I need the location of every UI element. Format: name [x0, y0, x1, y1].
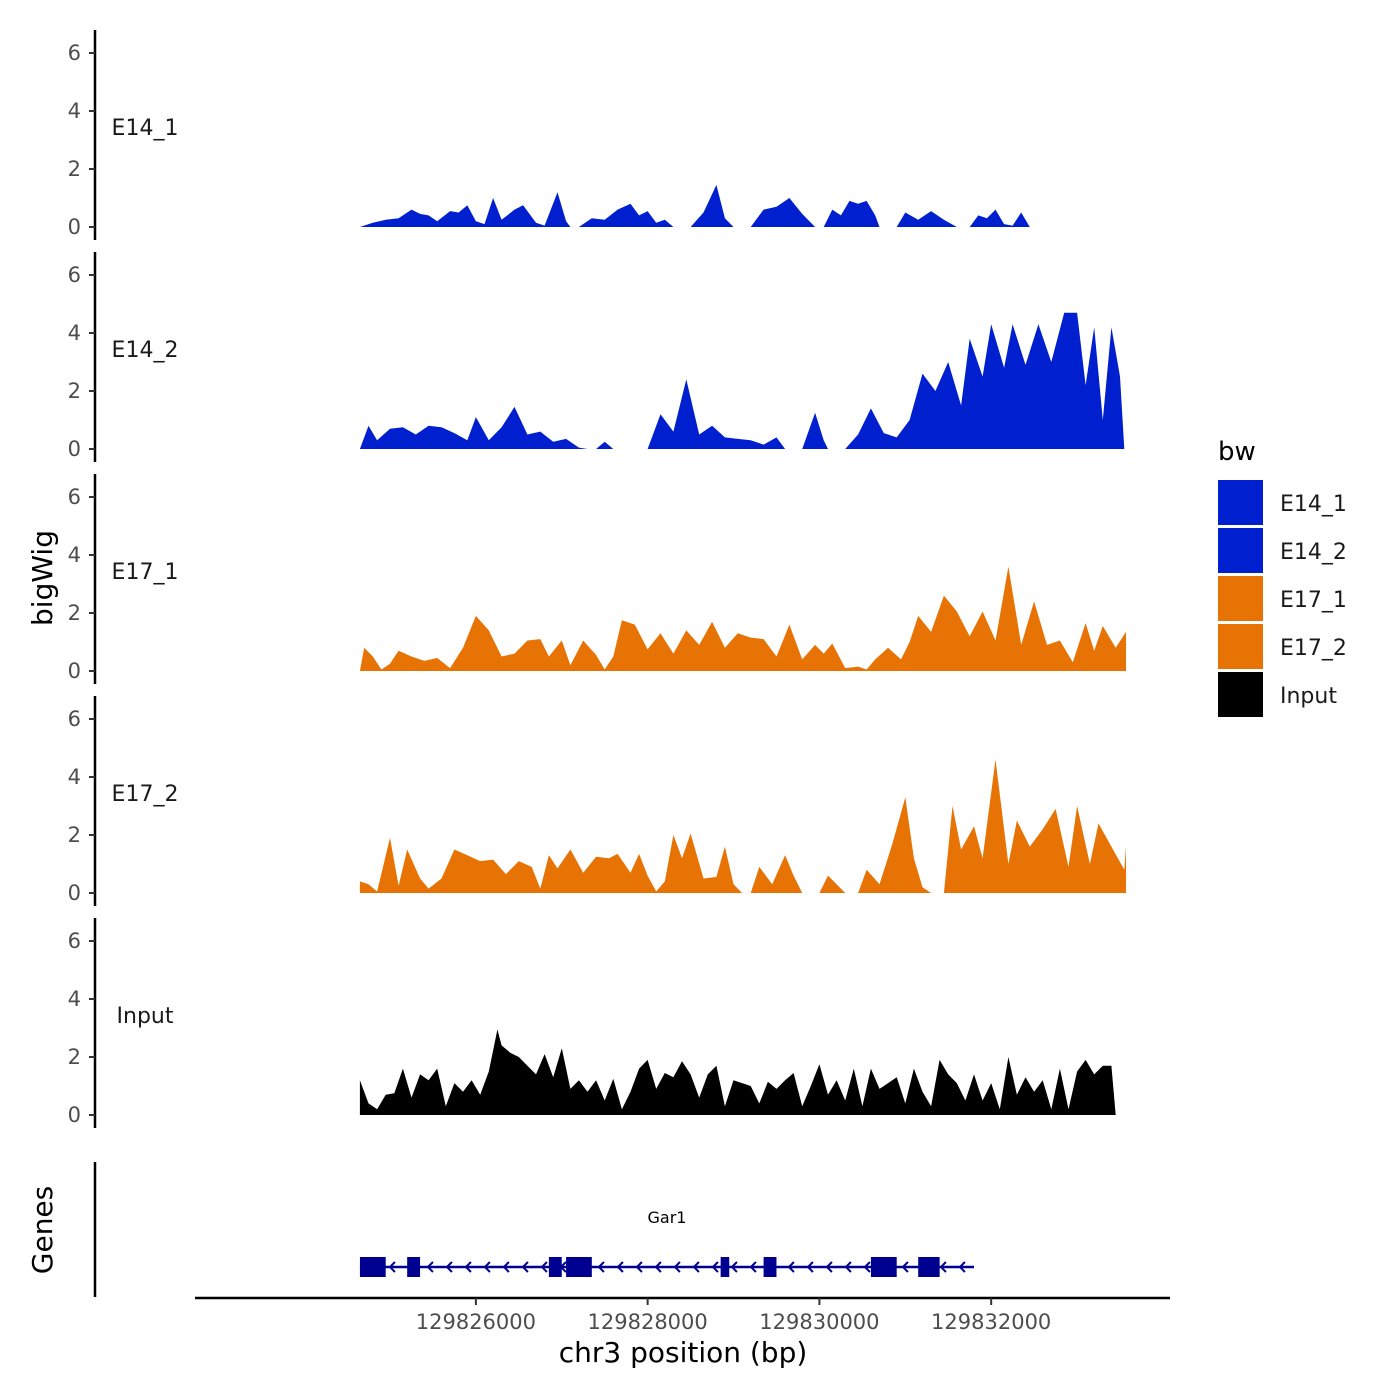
gene-exon	[359, 1257, 386, 1277]
strand-arrow	[388, 1261, 396, 1273]
legend-label: E14_1	[1280, 492, 1347, 517]
gene-exon	[566, 1257, 592, 1277]
legend-title: bw	[1218, 437, 1256, 467]
x-axis: 129826000 129828000 129830000 129832000	[195, 1296, 1170, 1334]
gene-exon	[763, 1257, 777, 1277]
y-tick-label: 6	[68, 263, 81, 287]
gene-exon	[548, 1257, 562, 1277]
track-label: E14_2	[112, 338, 179, 363]
strand-arrow	[635, 1261, 643, 1273]
y-tick-label: 4	[68, 543, 81, 567]
legend-swatch	[1218, 624, 1263, 669]
y-axis-title: bigWig	[26, 530, 59, 626]
strand-arrow	[711, 1261, 719, 1273]
legend-label: Input	[1280, 684, 1337, 709]
strand-arrow	[730, 1261, 738, 1273]
track-e14-1: 0 2 4 6 E14_1	[68, 30, 1030, 240]
gene-exon	[720, 1257, 730, 1277]
strand-arrow	[616, 1261, 624, 1273]
legend-label: E17_2	[1280, 636, 1347, 661]
y-tick-label: 0	[68, 1103, 81, 1127]
x-axis-title: chr3 position (bp)	[559, 1336, 808, 1369]
legend-swatch	[1218, 576, 1263, 621]
legend-label: E14_2	[1280, 540, 1347, 565]
gene-exon	[870, 1257, 897, 1277]
y-tick-label: 0	[68, 437, 81, 461]
x-tick-label: 129826000	[416, 1310, 536, 1334]
strand-arrow	[673, 1261, 681, 1273]
track-label: E17_2	[112, 782, 179, 807]
strand-arrow	[426, 1261, 434, 1273]
track-input: 0 2 4 6 Input	[68, 918, 1116, 1128]
strand-arrow	[787, 1261, 795, 1273]
legend-swatch	[1218, 672, 1263, 717]
coverage-area-e14-2	[359, 312, 1125, 449]
strand-arrow	[464, 1261, 472, 1273]
y-tick-label: 0	[68, 659, 81, 683]
coverage-area-input	[359, 1029, 1116, 1115]
strand-arrow	[692, 1261, 700, 1273]
y-tick-label: 4	[68, 99, 81, 123]
y-tick-label: 4	[68, 987, 81, 1011]
strand-arrow	[844, 1261, 852, 1273]
gene-name-label: Gar1	[647, 1208, 686, 1227]
legend-swatch	[1218, 480, 1263, 525]
y-tick-label: 0	[68, 881, 81, 905]
x-tick-label: 129828000	[588, 1310, 708, 1334]
y-tick-label: 6	[68, 41, 81, 65]
y-tick-label: 2	[68, 601, 81, 625]
x-tick-label: 129830000	[759, 1310, 879, 1334]
strand-arrow	[825, 1261, 833, 1273]
track-e17-1: 0 2 4 6 E17_1	[68, 474, 1126, 684]
strand-arrow	[445, 1261, 453, 1273]
strand-arrow	[502, 1261, 510, 1273]
y-tick-label: 2	[68, 823, 81, 847]
track-label: E17_1	[112, 560, 179, 585]
strand-arrow	[483, 1261, 491, 1273]
gene-track: Gar1	[93, 1162, 974, 1297]
gene-exon	[918, 1257, 940, 1277]
tracks-group: 0 2 4 6 E14_1 0 2 4 6 E14_2 0 2 4 6 E17_1 0 2 4 6 E17_2 0 2 4 6…	[68, 30, 1126, 1128]
legend: bw E14_1 E14_2 E17_1 E17_2 Input	[1218, 437, 1347, 717]
track-label: E14_1	[112, 116, 179, 141]
legend-label: E17_1	[1280, 588, 1347, 613]
y-tick-label: 6	[68, 707, 81, 731]
y-tick-label: 4	[68, 321, 81, 345]
strand-arrow	[939, 1261, 947, 1273]
y-tick-label: 0	[68, 215, 81, 239]
strand-arrow	[806, 1261, 814, 1273]
y-tick-label: 2	[68, 379, 81, 403]
y-tick-label: 2	[68, 157, 81, 181]
strand-arrow	[863, 1261, 871, 1273]
strand-arrow	[749, 1261, 757, 1273]
x-tick-label: 129832000	[931, 1310, 1051, 1334]
y-tick-label: 6	[68, 485, 81, 509]
y-tick-label: 6	[68, 929, 81, 953]
strand-arrow	[958, 1261, 966, 1273]
strand-arrow	[521, 1261, 529, 1273]
strand-arrow	[901, 1261, 909, 1273]
genes-axis-title: Genes	[26, 1186, 59, 1274]
y-tick-label: 2	[68, 1045, 81, 1069]
strand-arrow	[654, 1261, 662, 1273]
y-tick-label: 4	[68, 765, 81, 789]
coverage-area-e17-2	[359, 759, 1126, 893]
track-label: Input	[117, 1004, 174, 1029]
gene-exon	[407, 1257, 421, 1277]
coverage-area-e14-1	[359, 184, 1030, 227]
track-e17-2: 0 2 4 6 E17_2	[68, 696, 1126, 906]
coverage-area-e17-1	[359, 543, 1126, 671]
legend-swatch	[1218, 528, 1263, 573]
strand-arrow	[540, 1261, 548, 1273]
strand-arrow	[597, 1261, 605, 1273]
track-e14-2: 0 2 4 6 E14_2	[68, 252, 1125, 462]
